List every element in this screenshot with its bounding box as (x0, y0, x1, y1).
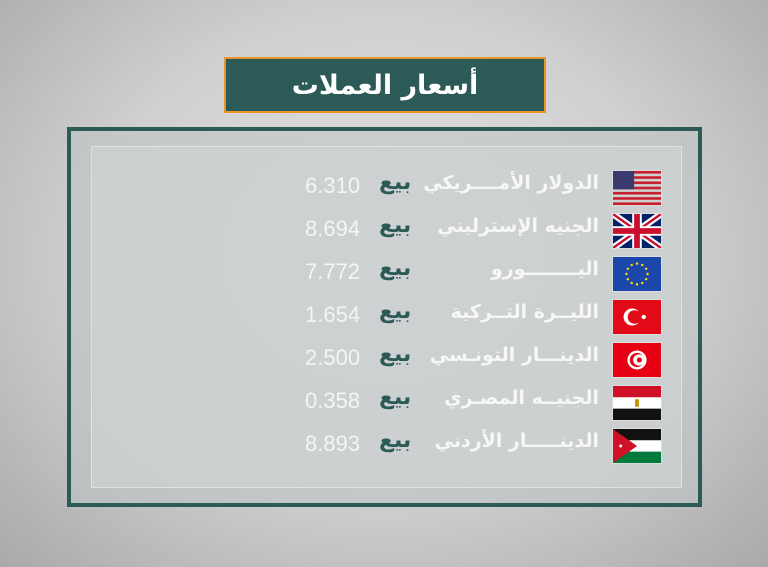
eu-flag-icon (612, 256, 662, 292)
uk-flag-icon (612, 213, 662, 249)
rates-list: الدولار الأمــــريكي بيع 6.310 الجنيه ال… (91, 146, 682, 488)
jordan-flag-icon (612, 428, 662, 464)
currency-row: اليــــــــورو بيع 7.772 (92, 254, 681, 294)
currency-row: الجنيــه المصـري بيع 0.358 (92, 383, 681, 423)
currency-name: الجنيــه المصـري (444, 387, 599, 409)
currency-name: اليــــــــورو (490, 258, 599, 280)
sell-rate: 6.310 (305, 173, 361, 198)
sell-label: بيع (379, 170, 412, 195)
currency-row: الدينـــــار الأردني بيع 8.893 (92, 426, 681, 466)
us-flag-icon (612, 170, 662, 206)
tunisia-flag-icon (612, 342, 662, 378)
sell-rate: 8.694 (305, 216, 361, 241)
egypt-flag-icon (612, 385, 662, 421)
sell-label: بيع (379, 299, 412, 324)
sell-rate: 7.772 (305, 259, 361, 284)
sell-label: بيع (379, 213, 412, 238)
sell-rate: 0.358 (305, 388, 361, 413)
currency-name: الدولار الأمــــريكي (423, 172, 599, 194)
currency-row: الدولار الأمــــريكي بيع 6.310 (92, 168, 681, 208)
currency-row: الجنيه الإسترليني بيع 8.694 (92, 211, 681, 251)
sell-rate: 8.893 (305, 431, 361, 456)
page-title: أسعار العملات (291, 69, 479, 101)
currency-name: الدينـــار التونـسي (429, 344, 599, 366)
currency-name: الدينـــــار الأردني (434, 430, 599, 452)
sell-rate: 2.500 (305, 345, 361, 370)
sell-label: بيع (379, 342, 412, 367)
currency-name: الجنيه الإسترليني (437, 215, 599, 237)
rates-panel: الدولار الأمــــريكي بيع 6.310 الجنيه ال… (67, 127, 702, 507)
sell-rate: 1.654 (305, 302, 361, 327)
currency-row: الليــرة التــركية بيع 1.654 (92, 297, 681, 337)
turkey-flag-icon (612, 299, 662, 335)
sell-label: بيع (379, 385, 412, 410)
currency-row: الدينـــار التونـسي بيع 2.500 (92, 340, 681, 380)
sell-label: بيع (379, 428, 412, 453)
currency-name: الليــرة التــركية (450, 301, 599, 323)
sell-label: بيع (379, 256, 412, 281)
title-banner: أسعار العملات (224, 57, 546, 113)
